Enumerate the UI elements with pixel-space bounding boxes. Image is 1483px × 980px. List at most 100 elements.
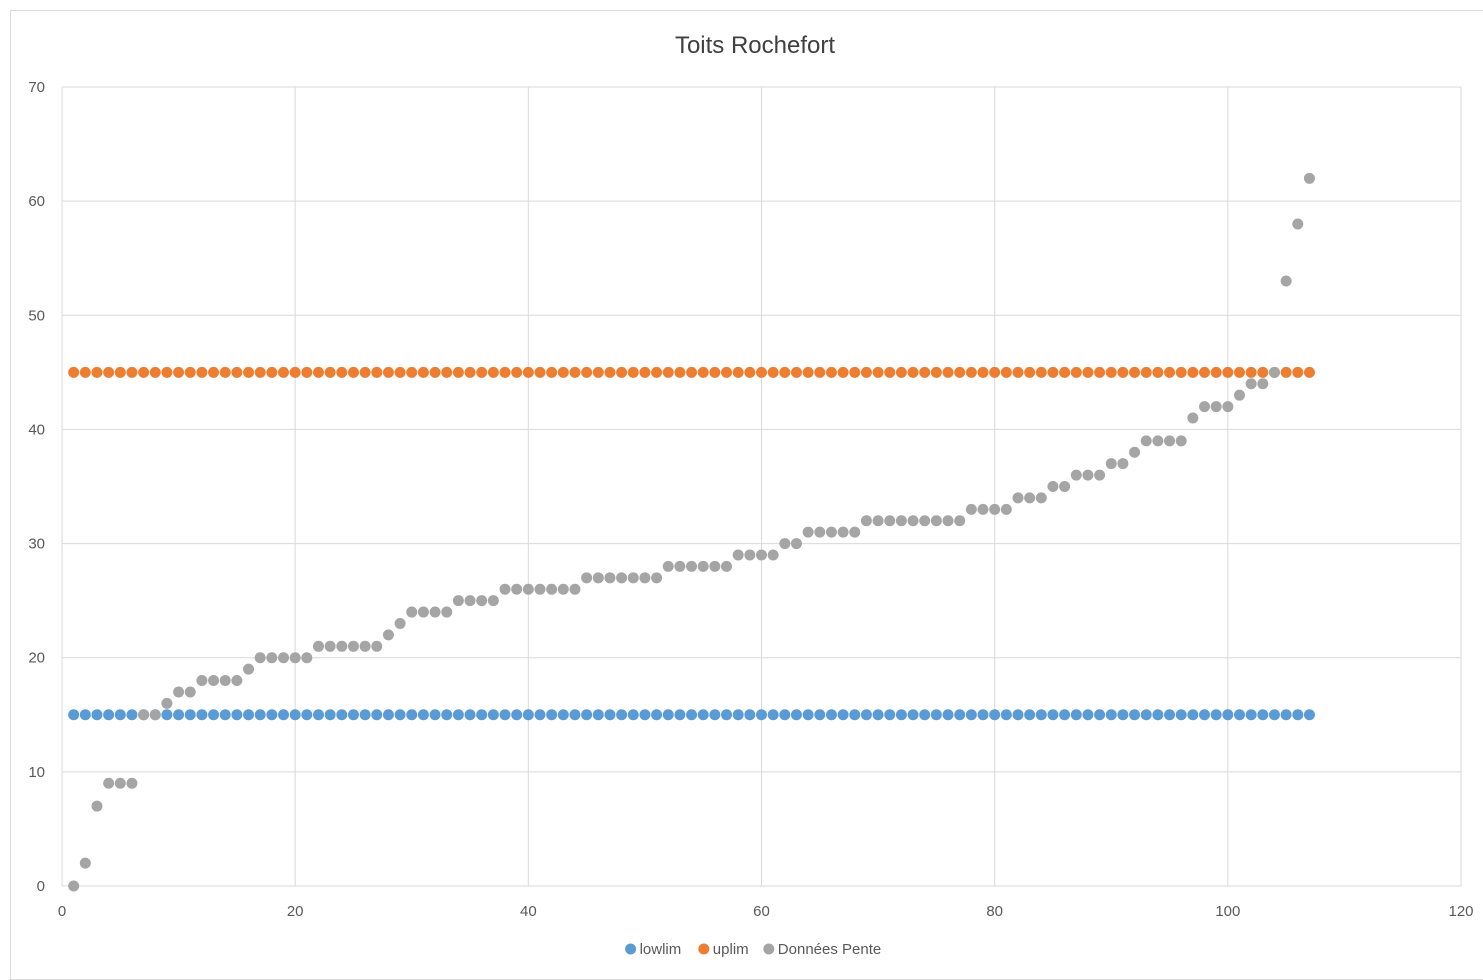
point-lowlim	[382, 709, 394, 721]
point-lowlim	[592, 709, 604, 721]
point-uplim	[872, 366, 884, 378]
point-uplim	[522, 366, 534, 378]
point-donn-es-pente	[930, 515, 942, 527]
point-donn-es-pente	[849, 526, 861, 538]
point-lowlim	[1129, 709, 1141, 721]
point-uplim	[884, 366, 896, 378]
point-lowlim	[1199, 709, 1211, 721]
y-tick-label: 10	[28, 764, 45, 781]
point-donn-es-pente	[114, 777, 126, 789]
point-donn-es-pente	[289, 652, 301, 664]
y-tick-label: 20	[28, 650, 45, 667]
point-lowlim	[406, 709, 418, 721]
point-uplim	[627, 366, 639, 378]
point-uplim	[825, 366, 837, 378]
point-uplim	[651, 366, 663, 378]
x-tick-label: 40	[520, 903, 537, 920]
point-uplim	[1059, 366, 1071, 378]
point-lowlim	[266, 709, 278, 721]
point-lowlim	[989, 709, 1001, 721]
point-uplim	[1210, 366, 1222, 378]
point-donn-es-pente	[196, 675, 208, 687]
point-lowlim	[1035, 709, 1047, 721]
point-lowlim	[417, 709, 429, 721]
point-uplim	[499, 366, 511, 378]
point-lowlim	[1094, 709, 1106, 721]
point-donn-es-pente	[954, 515, 966, 527]
y-tick-label: 50	[28, 307, 45, 324]
x-axis-ticks: 0 20 40 60 80 100 120	[58, 903, 1474, 920]
point-lowlim	[907, 709, 919, 721]
point-donn-es-pente	[884, 515, 896, 527]
point-uplim	[266, 366, 278, 378]
point-lowlim	[487, 709, 499, 721]
point-lowlim	[347, 709, 359, 721]
point-uplim	[1012, 366, 1024, 378]
point-lowlim	[1164, 709, 1176, 721]
point-uplim	[417, 366, 429, 378]
point-lowlim	[1047, 709, 1059, 721]
point-uplim	[511, 366, 523, 378]
x-tick-label: 0	[58, 903, 66, 920]
point-uplim	[721, 366, 733, 378]
point-lowlim	[1105, 709, 1117, 721]
point-donn-es-pente	[1059, 481, 1071, 492]
point-uplim	[371, 366, 383, 378]
point-lowlim	[686, 709, 698, 721]
point-uplim	[1222, 366, 1234, 378]
point-donn-es-pente	[161, 697, 173, 709]
point-uplim	[1117, 366, 1129, 378]
point-donn-es-pente	[1257, 378, 1269, 390]
point-donn-es-pente	[1024, 492, 1036, 504]
point-uplim	[919, 366, 931, 378]
point-donn-es-pente	[662, 560, 674, 572]
point-lowlim	[942, 709, 954, 721]
point-lowlim	[546, 709, 558, 721]
point-donn-es-pente	[686, 560, 698, 572]
point-uplim	[779, 366, 791, 378]
point-lowlim	[196, 709, 208, 721]
point-lowlim	[1059, 709, 1071, 721]
point-lowlim	[674, 709, 686, 721]
point-uplim	[382, 366, 394, 378]
point-uplim	[674, 366, 686, 378]
point-donn-es-pente	[91, 800, 103, 812]
point-lowlim	[721, 709, 733, 721]
point-uplim	[1082, 366, 1094, 378]
point-donn-es-pente	[464, 595, 476, 607]
point-uplim	[989, 366, 1001, 378]
point-uplim	[1094, 366, 1106, 378]
point-uplim	[767, 366, 779, 378]
point-lowlim	[954, 709, 966, 721]
point-lowlim	[1152, 709, 1164, 721]
point-donn-es-pente	[243, 663, 255, 675]
point-lowlim	[779, 709, 791, 721]
point-uplim	[79, 366, 91, 378]
point-donn-es-pente	[1268, 366, 1280, 378]
point-uplim	[592, 366, 604, 378]
point-donn-es-pente	[394, 617, 406, 629]
point-uplim	[604, 366, 616, 378]
point-uplim	[977, 366, 989, 378]
point-donn-es-pente	[1035, 492, 1047, 504]
point-lowlim	[254, 709, 266, 721]
point-uplim	[1245, 366, 1257, 378]
point-uplim	[1152, 366, 1164, 378]
point-uplim	[1303, 366, 1315, 378]
point-donn-es-pente	[1012, 492, 1024, 504]
point-uplim	[616, 366, 628, 378]
point-donn-es-pente	[208, 675, 220, 687]
point-donn-es-pente	[721, 560, 733, 572]
point-uplim	[1140, 366, 1152, 378]
point-donn-es-pente	[219, 675, 231, 687]
point-donn-es-pente	[324, 640, 336, 652]
point-lowlim	[476, 709, 488, 721]
point-lowlim	[919, 709, 931, 721]
point-donn-es-pente	[79, 857, 91, 869]
point-lowlim	[639, 709, 651, 721]
point-donn-es-pente	[639, 572, 651, 584]
point-donn-es-pente	[441, 606, 453, 618]
point-uplim	[103, 366, 115, 378]
point-uplim	[219, 366, 231, 378]
